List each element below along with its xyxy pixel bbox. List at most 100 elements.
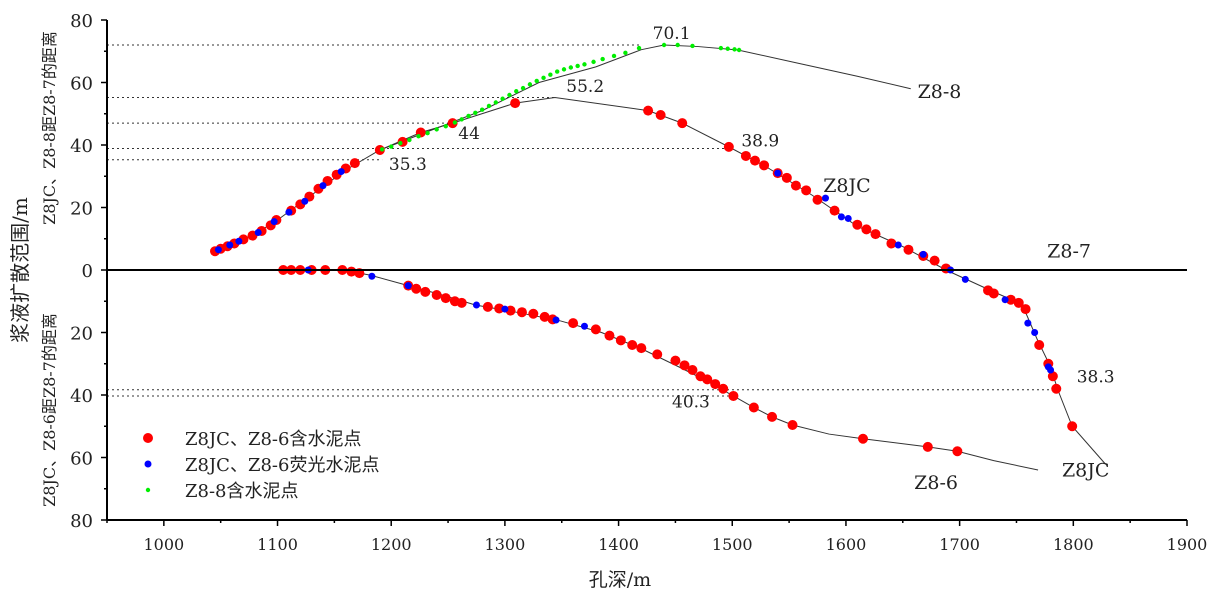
x-tick-label: 1200 (371, 535, 412, 554)
data-point-series-2 (416, 134, 421, 139)
data-point-series-1 (301, 197, 309, 205)
curve-label: Z8-7 (1047, 241, 1091, 263)
data-point-series-1 (337, 168, 345, 176)
data-point-series-0 (1051, 383, 1062, 394)
data-point-series-1 (1047, 366, 1055, 374)
data-point-series-2 (591, 59, 596, 65)
data-point-series-0 (431, 290, 442, 300)
data-point-series-2 (466, 113, 471, 119)
data-point-series-2 (582, 62, 587, 67)
data-point-series-1 (1031, 329, 1039, 336)
curve-z8-8 (379, 44, 911, 151)
data-points (210, 42, 1078, 457)
data-point-series-0 (615, 335, 626, 346)
data-point-series-0 (748, 402, 759, 413)
data-point-series-0 (740, 150, 751, 161)
data-point-series-0 (929, 255, 940, 266)
legend-marker (143, 433, 153, 443)
data-point-series-0 (801, 185, 812, 196)
data-point-series-0 (988, 288, 999, 299)
data-point-series-1 (552, 316, 560, 324)
labels: 70.1 55.2 44 38.9 35.3 38.3 40.3 Z8-8 Z8JC Z8-7 Z8… (389, 24, 1115, 494)
data-point-series-0 (679, 360, 690, 371)
data-point-series-2 (541, 75, 546, 81)
x-tick-label: 1700 (939, 535, 980, 554)
curve-label: Z8JC (1062, 459, 1109, 481)
data-point-series-0 (787, 420, 798, 430)
legend-marker (145, 487, 151, 493)
data-point-series-0 (781, 172, 792, 183)
data-point-series-0 (1013, 297, 1024, 308)
data-point-series-2 (675, 42, 680, 48)
data-point-series-2 (473, 110, 478, 116)
data-point-series-2 (623, 50, 628, 56)
data-point-series-2 (661, 42, 667, 48)
data-point-series-2 (554, 69, 560, 74)
y-tick-label: 80 (70, 511, 93, 532)
data-point-series-2 (548, 72, 553, 77)
data-point-series-2 (725, 46, 730, 51)
data-point-series-0 (829, 205, 840, 216)
axes: 80 60 40 20 0 20 40 60 80 1000 1100 1200 1300 1400 150… (70, 11, 1207, 554)
data-point-series-1 (580, 322, 588, 330)
data-point-series-0 (411, 283, 422, 294)
data-point-series-0 (627, 340, 638, 350)
value-label: 38.3 (1077, 368, 1115, 388)
data-point-series-0 (420, 286, 431, 297)
data-point-series-2 (425, 130, 430, 136)
data-point-series-2 (514, 89, 519, 94)
y-tick-label: 20 (70, 324, 93, 345)
data-point-series-2 (520, 85, 526, 91)
x-axis-label: 孔深/m (589, 569, 651, 591)
data-point-series-2 (561, 67, 567, 72)
data-point-series-2 (636, 45, 642, 51)
data-point-series-1 (285, 208, 293, 216)
y-tick-label: 60 (70, 74, 93, 95)
x-tick-label: 1400 (598, 535, 639, 554)
data-point-series-1 (368, 272, 376, 280)
value-label: 35.3 (389, 155, 427, 175)
data-point-series-0 (528, 308, 539, 319)
curve-z8-6 (282, 269, 1039, 471)
data-point-series-0 (1005, 294, 1016, 305)
value-label: 38.9 (741, 132, 779, 152)
y-axis-label-upper: Z8JC、Z8-8距Z8-7的距离 (40, 31, 59, 225)
data-point-series-0 (349, 158, 360, 169)
y-tick-label: 80 (70, 11, 93, 32)
data-point-series-1 (235, 237, 243, 245)
y-tick-label: 0 (82, 261, 93, 282)
data-point-series-2 (500, 96, 505, 101)
legend-label: Z8-8含水泥点 (185, 481, 299, 502)
data-point-series-2 (534, 78, 539, 84)
data-point-series-1 (774, 169, 782, 177)
data-point-series-1 (270, 218, 278, 226)
legend-marker (144, 460, 152, 468)
x-tick-label: 1800 (1053, 535, 1094, 554)
data-point-series-2 (493, 100, 498, 105)
data-point-series-1 (1024, 319, 1032, 327)
data-point-series-2 (600, 56, 605, 62)
data-point-series-0 (858, 433, 868, 444)
data-point-series-0 (670, 355, 681, 366)
y-axis-label-main: 浆液扩散范围/m (8, 197, 32, 343)
data-point-series-1 (319, 182, 327, 190)
data-point-series-0 (677, 118, 688, 129)
x-tick-label: 1000 (143, 535, 184, 554)
data-point-series-2 (486, 103, 492, 109)
data-point-series-0 (643, 105, 654, 116)
data-point-series-2 (379, 147, 385, 152)
data-point-series-1 (837, 213, 845, 221)
data-point-series-1 (919, 250, 927, 258)
data-point-series-2 (398, 140, 403, 146)
data-point-series-1 (226, 241, 234, 249)
data-point-series-0 (539, 311, 550, 322)
data-point-series-2 (389, 144, 394, 149)
data-point-series-0 (687, 365, 698, 375)
value-label: 40.3 (672, 393, 710, 413)
x-tick-label: 1500 (712, 535, 753, 554)
data-point-series-0 (568, 318, 579, 329)
data-point-series-2 (527, 82, 533, 87)
data-point-series-0 (1047, 371, 1058, 382)
data-point-series-1 (404, 282, 412, 290)
